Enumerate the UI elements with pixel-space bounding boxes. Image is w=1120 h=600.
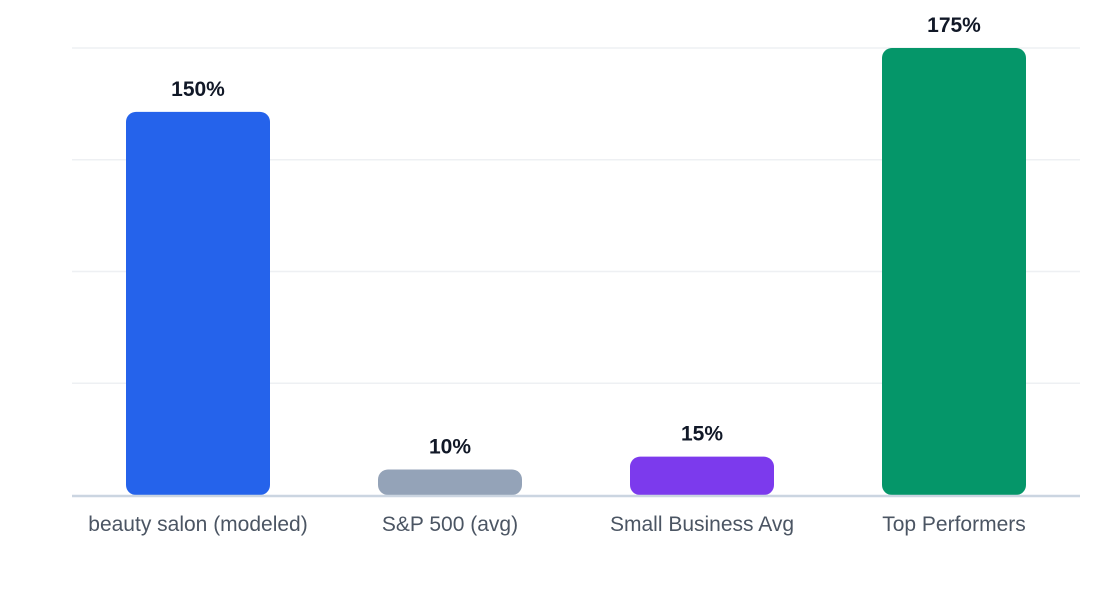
x-tick-label: S&P 500 (avg) bbox=[382, 513, 518, 536]
value-labels: 150% 10% 15% 175% bbox=[171, 14, 981, 458]
x-tick-label: beauty salon (modeled) bbox=[88, 513, 307, 536]
bars bbox=[126, 48, 1026, 495]
bar-1 bbox=[126, 111, 270, 495]
x-tick-label: Small Business Avg bbox=[610, 513, 794, 536]
bar-3 bbox=[630, 456, 774, 495]
x-tick-labels: beauty salon (modeled) S&P 500 (avg) Small… bbox=[88, 513, 1026, 536]
bar-value-label: 15% bbox=[681, 423, 723, 446]
bar-4 bbox=[882, 48, 1026, 495]
bar-2 bbox=[378, 469, 522, 495]
bar-value-label: 175% bbox=[927, 14, 981, 37]
bar-value-label: 10% bbox=[429, 435, 471, 458]
x-tick-label: Top Performers bbox=[882, 513, 1026, 536]
bar-value-label: 150% bbox=[171, 78, 225, 101]
